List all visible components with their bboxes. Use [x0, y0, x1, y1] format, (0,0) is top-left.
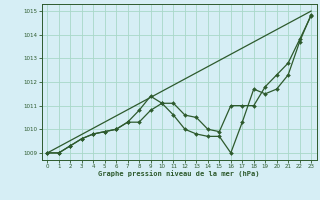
X-axis label: Graphe pression niveau de la mer (hPa): Graphe pression niveau de la mer (hPa)	[99, 171, 260, 177]
